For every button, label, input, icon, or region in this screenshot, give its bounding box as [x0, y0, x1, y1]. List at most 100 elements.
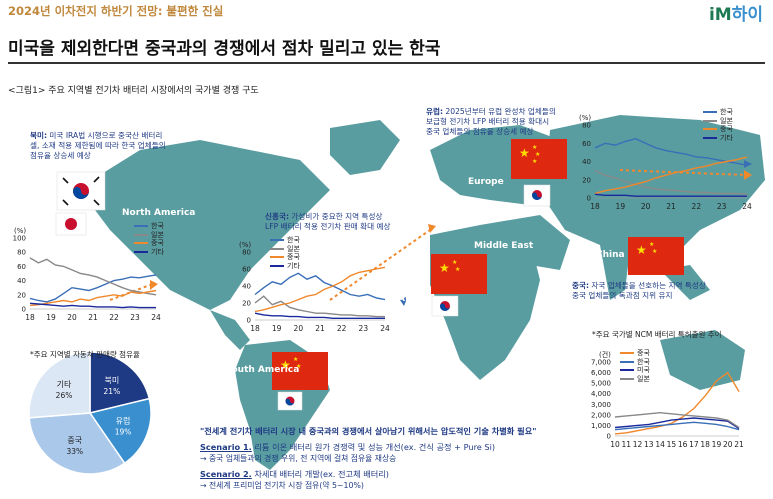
report-subtitle: 2024년 이차전지 하반기 전망: 불편한 진실: [8, 4, 224, 18]
brand-logo: iM하이: [708, 5, 763, 25]
y-tick-label: 0: [22, 306, 26, 314]
na-arrowhead: [150, 280, 158, 290]
label-middle-east: Middle East: [474, 241, 534, 251]
series-line-2: [614, 421, 740, 431]
note-north-america: 북미: 미국 IRA법 시행으로 중국산 배터리 셀, 소재 적용 제한됨에 따…: [30, 131, 166, 160]
pie-value-label: 21%: [104, 387, 121, 396]
x-tick-label: 21: [88, 313, 98, 322]
y-tick-label: 20: [582, 176, 591, 184]
y-tick-label: 2,000: [591, 411, 611, 419]
x-tick-label: 20: [294, 324, 304, 333]
y-tick-label: 80: [582, 122, 591, 130]
eu-arrowhead: [744, 170, 752, 180]
y-tick-label: 20: [17, 291, 26, 299]
pie-category-label: 유럽: [116, 417, 131, 426]
series-line-3: [614, 417, 740, 430]
ncm-title: *주요 국가별 NCM 배터리 특허출원 추이: [592, 330, 722, 339]
x-tick-label: 20: [723, 440, 733, 449]
x-tick-label: 21: [734, 440, 744, 449]
chart-emerging: (%)80 60 40 20 018 19 20 21 22 23 24: [239, 241, 390, 333]
y-axis-unit: (%): [239, 241, 251, 249]
label-africa: Africa: [398, 294, 428, 304]
pie-category-label: 중국: [67, 436, 82, 445]
series-line-3: [254, 266, 386, 313]
x-tick-label: 20: [641, 202, 651, 211]
y-tick-label: 0: [247, 317, 251, 325]
series-line-4: [614, 411, 740, 429]
x-tick-label: 17: [689, 440, 699, 449]
y-tick-label: 60: [582, 140, 591, 148]
na-arrow: [109, 284, 151, 301]
y-tick-label: 7,000: [591, 359, 611, 367]
x-tick-label: 12: [633, 440, 643, 449]
svg-text:★: ★: [532, 144, 537, 151]
x-tick-label: 15: [667, 440, 677, 449]
pie-slice: [89, 351, 151, 414]
y-tick-label: 0: [587, 195, 591, 203]
legend-north-america: 한국 일본 중국 기타: [134, 222, 164, 256]
flag-china-china: ★ ★ ★: [628, 237, 684, 275]
chart-ncm-patents: (건)7,0006,0005,0004,0003,0002,0001,00001…: [591, 350, 744, 449]
flag-china-mideast: ★ ★ ★: [431, 254, 487, 294]
pie-title: *주요 지역별 자동차 판매량 점유율: [30, 350, 140, 359]
scenario-1-result: → 중국 업체들과의 경쟁 우위, 전 지역에 걸쳐 점유율 재상승: [200, 454, 397, 463]
scenario-1: Scenario 1. 리튬 이온 배터리 원가 경쟁력 및 성능 개선(ex.…: [200, 442, 496, 452]
y-tick-label: 100: [13, 235, 26, 243]
em-arrow: [329, 229, 431, 301]
em-arrowhead: [428, 224, 436, 233]
svg-text:★: ★: [519, 146, 530, 160]
series-line-4: [29, 302, 156, 309]
series-line-1: [594, 137, 748, 166]
scenario-2: Scenario 2. 차세대 배터리 개발(ex. 전고체 배터리): [200, 469, 389, 479]
series-line-1: [254, 272, 386, 301]
y-tick-label: 60: [242, 266, 251, 274]
x-tick-label: 24: [151, 313, 161, 322]
y-tick-label: 60: [17, 263, 26, 271]
page-title: 미국을 제외한다면 중국과의 경쟁에서 점차 밀리고 있는 한국: [8, 39, 441, 59]
pie-category-label: 북미: [105, 376, 120, 385]
pie-value-label: 26%: [56, 391, 73, 400]
x-tick-label: 21: [315, 324, 325, 333]
x-tick-label: 24: [742, 202, 752, 211]
y-tick-label: 5,000: [591, 380, 611, 388]
x-tick-label: 23: [717, 202, 727, 211]
legend-ncm: 중국 한국 미국 일본: [620, 349, 650, 383]
x-tick-label: 19: [712, 440, 722, 449]
series-line-3: [594, 156, 748, 195]
flag-korea-europe: [523, 184, 551, 207]
note-europe: 유럽: 2025년부터 유럽 완성차 업체들의 보급형 전기차 LFP 배터리 …: [426, 107, 556, 136]
svg-text:★: ★: [452, 259, 457, 266]
pie-slice: [28, 351, 91, 419]
trend-arrows: [109, 169, 746, 301]
flag-china-sa: ★ ★ ★: [272, 352, 328, 390]
flag-korea-mideast: [431, 295, 459, 317]
report-header: 2024년 이차전지 하반기 전망: 불편한 진실 iM하이: [0, 0, 773, 25]
eu-blue-arrowhead: [744, 160, 752, 168]
x-tick-label: 18: [590, 202, 600, 211]
y-axis-unit: (%): [14, 227, 26, 235]
map-central-america: [210, 310, 250, 350]
y-tick-label: 4,000: [591, 390, 611, 398]
x-tick-label: 23: [130, 313, 140, 322]
flag-japan-na: [55, 212, 87, 236]
trend-arrowheads: [150, 170, 752, 290]
map-asia: [545, 115, 765, 265]
y-tick-label: 40: [242, 283, 251, 291]
pie-slice: [28, 412, 126, 475]
x-tick-label: 19: [272, 324, 282, 333]
series-line-1: [29, 274, 157, 303]
y-tick-label: 40: [582, 158, 591, 166]
scenario-2-result: → 전세계 프리미엄 전기차 시장 점유(약 5~10%): [200, 481, 364, 490]
x-tick-label: 19: [616, 202, 626, 211]
map-north-america: [95, 140, 330, 310]
svg-text:★: ★: [455, 266, 460, 273]
pie-value-label: 19%: [115, 428, 132, 437]
x-tick-label: 19: [46, 313, 56, 322]
flag-korea-na: [56, 171, 106, 211]
svg-text:★: ★: [636, 243, 647, 257]
svg-text:★: ★: [649, 241, 654, 248]
trend-arrowheads-blue: [400, 160, 752, 306]
y-tick-label: 3,000: [591, 401, 611, 409]
x-tick-label: 22: [692, 202, 702, 211]
y-tick-label: 1,000: [591, 422, 611, 430]
